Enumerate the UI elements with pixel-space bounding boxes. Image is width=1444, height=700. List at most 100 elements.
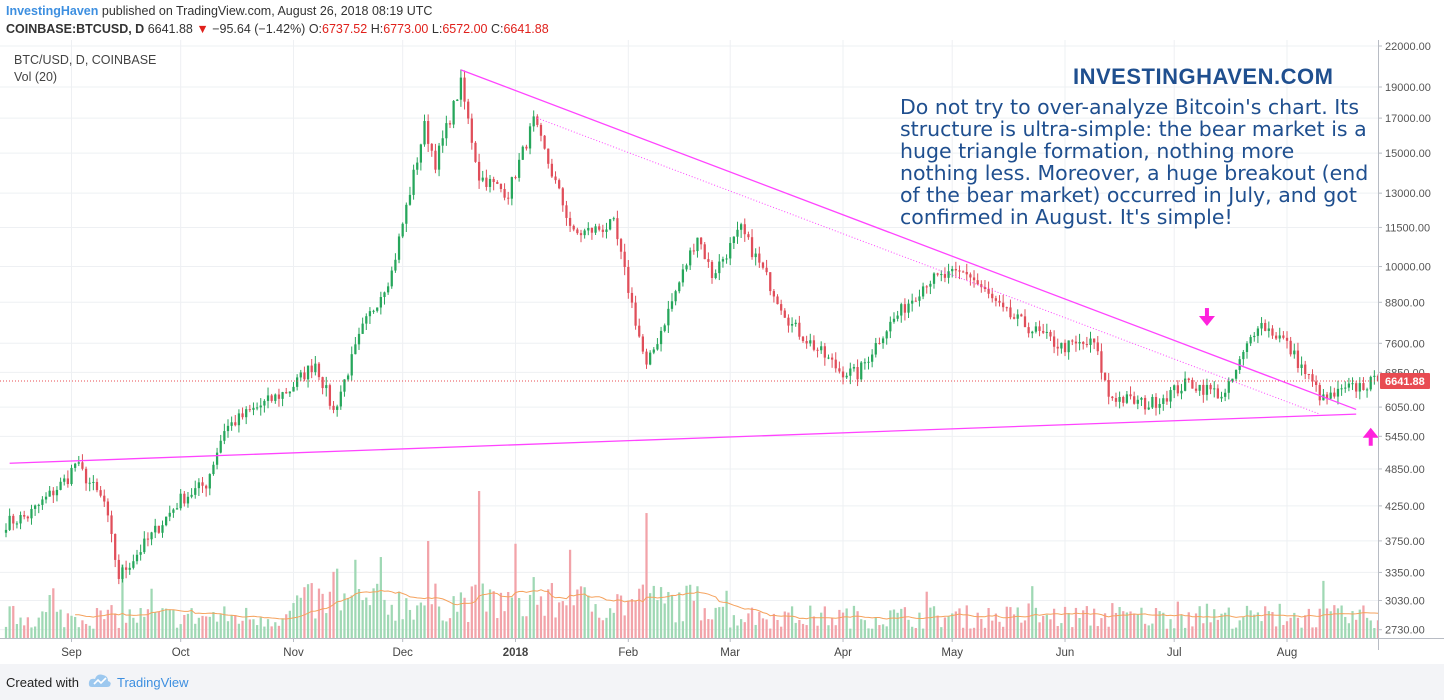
volume-bar: [521, 616, 524, 638]
candle: [477, 153, 481, 189]
candle: [1063, 339, 1067, 357]
candle: [1253, 332, 1256, 342]
volume-bar: [1260, 621, 1263, 638]
volume-bar: [328, 591, 332, 638]
candle: [1318, 382, 1321, 406]
candle: [154, 518, 157, 539]
candle: [135, 549, 139, 565]
price-change: −95.64 (−1.42%): [212, 22, 306, 36]
volume-bar: [1355, 619, 1358, 638]
volume-bar: [343, 593, 346, 638]
volume-bar: [539, 596, 543, 638]
volume-bar: [481, 583, 484, 638]
volume-bar: [1227, 607, 1230, 638]
candle: [423, 114, 426, 147]
candle: [1071, 339, 1074, 346]
candle: [1078, 333, 1081, 351]
candle: [998, 295, 1001, 307]
candle: [972, 270, 976, 288]
trendlines[interactable]: [9, 69, 1357, 464]
candle: [1242, 349, 1245, 366]
volume-bar: [288, 610, 291, 638]
volume-bar: [699, 620, 703, 638]
volume-bar: [4, 626, 8, 638]
candle: [929, 280, 932, 295]
y-tick-label: 19000.00: [1385, 82, 1431, 94]
volume-bar: [179, 624, 182, 638]
created-with-label: Created with: [6, 675, 79, 690]
candle: [190, 488, 193, 499]
volume-bar: [914, 628, 917, 638]
volume-bar: [33, 626, 37, 638]
publisher-link[interactable]: InvestingHaven: [6, 4, 99, 18]
candle: [961, 270, 965, 273]
volume-bar: [583, 587, 586, 638]
price-chart[interactable]: 2730.00 3030.00 3350.00 3750.00 4250.00 4850.…: [0, 40, 1444, 664]
tradingview-link[interactable]: TradingView: [117, 675, 189, 690]
volume-bar: [634, 600, 637, 638]
volume-bar: [103, 619, 106, 638]
candle: [1213, 381, 1216, 398]
candle: [226, 419, 230, 438]
volume-bar: [1318, 608, 1321, 638]
volume-bar: [354, 559, 357, 638]
candle: [1060, 342, 1063, 354]
series-label: BTC/USD, D, COINBASE: [14, 53, 157, 67]
candle: [485, 169, 488, 191]
price-axis[interactable]: 2730.00 3030.00 3350.00 3750.00 4250.00 4850.…: [1378, 40, 1444, 650]
candle: [277, 388, 281, 407]
volume-bar: [408, 609, 412, 638]
x-tick-label: Feb: [618, 647, 638, 659]
candle: [1162, 394, 1165, 411]
volume-bar: [212, 611, 215, 638]
candle: [306, 365, 310, 388]
volume-bar: [266, 619, 270, 638]
candle: [456, 99, 459, 102]
volume-bar: [110, 605, 113, 638]
volume-bar: [1009, 607, 1012, 638]
candle: [1194, 381, 1198, 393]
volume-bar: [292, 603, 295, 638]
volume-bar: [1136, 614, 1139, 638]
volume-bar: [1063, 606, 1067, 638]
volume-bar: [405, 598, 408, 638]
volume-bar: [488, 589, 492, 638]
volume-bar: [1027, 603, 1030, 638]
volume-bar: [208, 616, 211, 638]
candle: [1100, 343, 1103, 380]
candle: [656, 338, 659, 351]
volume-bar: [947, 616, 950, 638]
trendline-upper-resistance[interactable]: [460, 69, 1357, 411]
candle: [1347, 377, 1351, 392]
candle: [652, 347, 655, 355]
candle: [605, 222, 608, 239]
candle: [317, 361, 321, 381]
candle: [1034, 322, 1038, 334]
time-axis[interactable]: Sep Oct Nov Dec 2018 Feb Mar Apr May Jun Jul Aug: [0, 638, 1444, 659]
volume-bar: [594, 604, 597, 638]
volume-bar: [252, 619, 255, 638]
trendline-lower-support[interactable]: [9, 413, 1357, 464]
volume-bar: [1143, 623, 1147, 638]
candle: [212, 461, 215, 476]
volume-bar: [1060, 623, 1063, 638]
candle: [1122, 395, 1125, 407]
volume-bar: [787, 612, 790, 638]
volume-bar: [183, 614, 186, 638]
chart-legend: BTC/USD, D, COINBASE Vol (20): [14, 52, 156, 86]
volume-bar: [1322, 580, 1325, 638]
volume-bar: [1118, 607, 1121, 638]
volume-bar: [1078, 618, 1081, 638]
open-label: O:: [308, 22, 323, 36]
y-tick-label: 15000.00: [1385, 148, 1431, 160]
candle: [124, 560, 128, 579]
volume-bar: [838, 609, 841, 638]
volume-bar: [1340, 605, 1343, 638]
volume-bar: [201, 615, 204, 638]
candle: [1285, 331, 1289, 349]
volume-bar: [983, 627, 987, 638]
volume-bar: [896, 612, 899, 638]
volume-bar: [1304, 615, 1307, 638]
volume-bar: [459, 592, 463, 638]
candle: [812, 335, 816, 352]
